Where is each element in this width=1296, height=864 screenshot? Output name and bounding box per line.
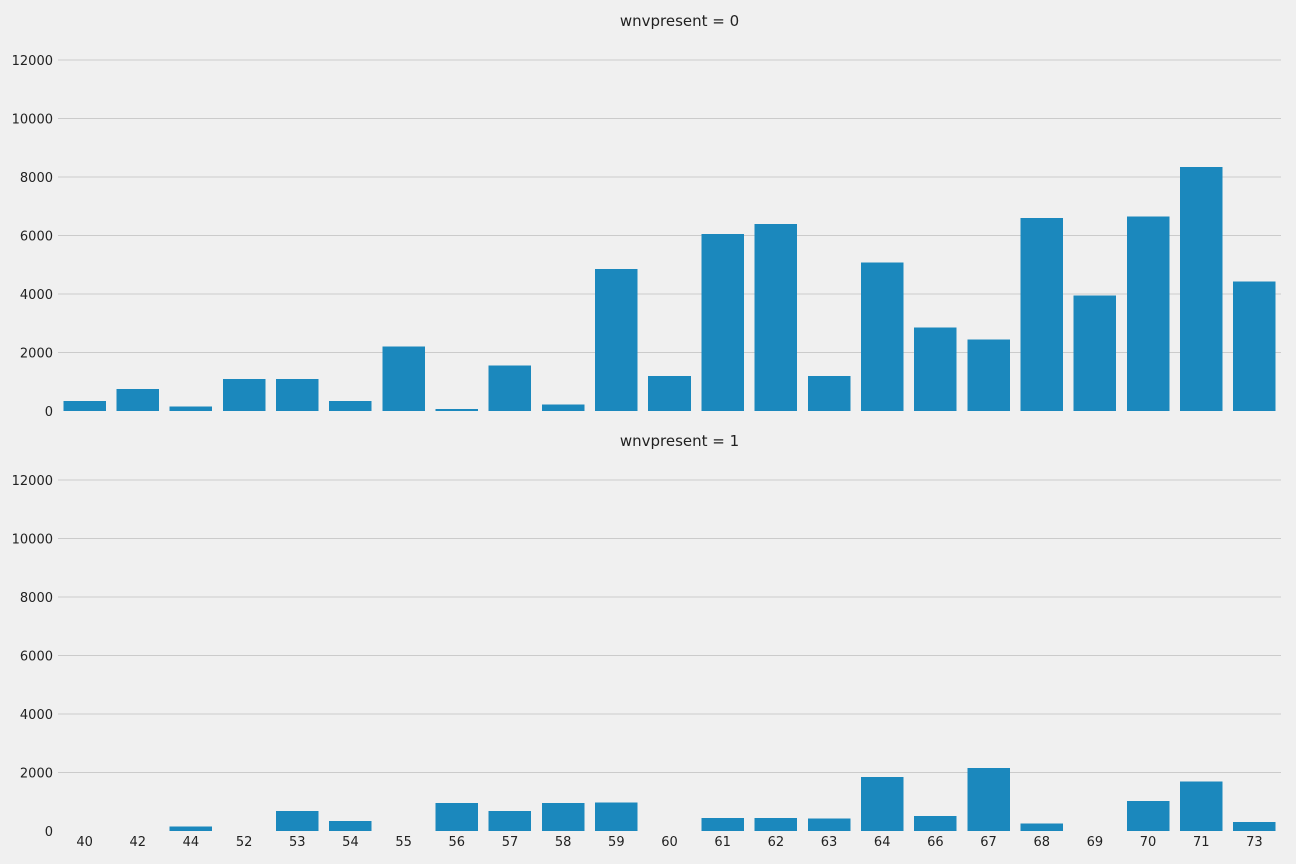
bar-61 <box>701 817 744 831</box>
y-tick-label: 8000 <box>20 591 53 606</box>
x-tick-label: 53 <box>289 835 306 850</box>
x-tick-label: 61 <box>714 835 731 850</box>
bar-70 <box>1126 216 1170 411</box>
bar-57 <box>488 811 532 831</box>
bar-66 <box>914 815 957 831</box>
bar-60 <box>648 375 691 411</box>
bar-66 <box>914 327 957 411</box>
y-tick-label: 2000 <box>20 767 53 782</box>
x-tick-label: 52 <box>236 835 253 850</box>
x-tick-label: 59 <box>608 835 625 850</box>
bar-40 <box>63 400 106 411</box>
x-tick-label: 70 <box>1140 835 1157 850</box>
bar-68 <box>1020 217 1063 411</box>
bar-67 <box>967 339 1010 411</box>
y-tick-label: 12000 <box>12 474 53 489</box>
x-tick-label: 56 <box>449 835 466 850</box>
bar-73 <box>1233 281 1276 411</box>
bar-63 <box>807 375 851 411</box>
bar-53 <box>276 811 319 831</box>
bar-71 <box>1179 166 1223 411</box>
bar-44 <box>169 406 213 411</box>
y-tick-label: 8000 <box>20 171 53 186</box>
bar-55 <box>382 346 425 411</box>
bar-67 <box>967 768 1010 831</box>
y-tick-label: 4000 <box>20 708 53 723</box>
x-tick-label: 57 <box>502 835 519 850</box>
bar-63 <box>807 818 851 831</box>
bar-62 <box>754 223 798 411</box>
bar-73 <box>1233 822 1276 831</box>
bar-54 <box>329 400 372 411</box>
bar-58 <box>541 803 585 831</box>
y-tick-label: 6000 <box>20 230 53 245</box>
x-tick-label: 69 <box>1087 835 1104 850</box>
x-tick-label: 66 <box>927 835 944 850</box>
bar-57 <box>488 365 532 411</box>
bar-59 <box>595 269 638 411</box>
x-tick-label: 58 <box>555 835 572 850</box>
x-tick-label: 67 <box>980 835 997 850</box>
bar-42 <box>116 389 160 411</box>
x-tick-label: 64 <box>874 835 891 850</box>
x-tick-label: 63 <box>821 835 838 850</box>
bar-64 <box>860 776 904 831</box>
facet-title: wnvpresent = 1 <box>620 432 739 450</box>
bar-58 <box>541 404 585 411</box>
y-tick-label: 10000 <box>12 533 53 548</box>
bar-59 <box>595 802 638 831</box>
x-tick-label: 55 <box>395 835 412 850</box>
x-tick-label: 73 <box>1246 835 1263 850</box>
bar-56 <box>435 803 479 831</box>
y-tick-label: 12000 <box>12 54 53 69</box>
x-tick-label: 44 <box>183 835 200 850</box>
bar-54 <box>329 820 372 831</box>
bar-62 <box>754 817 798 831</box>
x-tick-label: 68 <box>1033 835 1050 850</box>
x-tick-label: 62 <box>768 835 785 850</box>
bar-70 <box>1126 801 1170 831</box>
x-tick-label: 42 <box>129 835 146 850</box>
y-tick-label: 2000 <box>20 347 53 362</box>
bar-44 <box>169 826 213 831</box>
bar-71 <box>1179 781 1223 831</box>
bar-69 <box>1073 295 1117 411</box>
x-tick-label: 71 <box>1193 835 1210 850</box>
x-tick-label: 60 <box>661 835 678 850</box>
facet-title: wnvpresent = 0 <box>620 12 739 30</box>
y-tick-label: 10000 <box>12 113 53 128</box>
x-tick-label: 40 <box>76 835 93 850</box>
bar-53 <box>276 378 319 411</box>
bar-61 <box>701 234 744 411</box>
y-tick-label: 4000 <box>20 288 53 303</box>
bar-68 <box>1020 823 1063 831</box>
y-tick-label: 0 <box>45 405 53 420</box>
bar-56 <box>435 409 479 411</box>
y-tick-label: 0 <box>45 825 53 840</box>
x-tick-label: 54 <box>342 835 359 850</box>
y-tick-label: 6000 <box>20 650 53 665</box>
bar-64 <box>860 262 904 411</box>
bar-52 <box>222 378 266 411</box>
